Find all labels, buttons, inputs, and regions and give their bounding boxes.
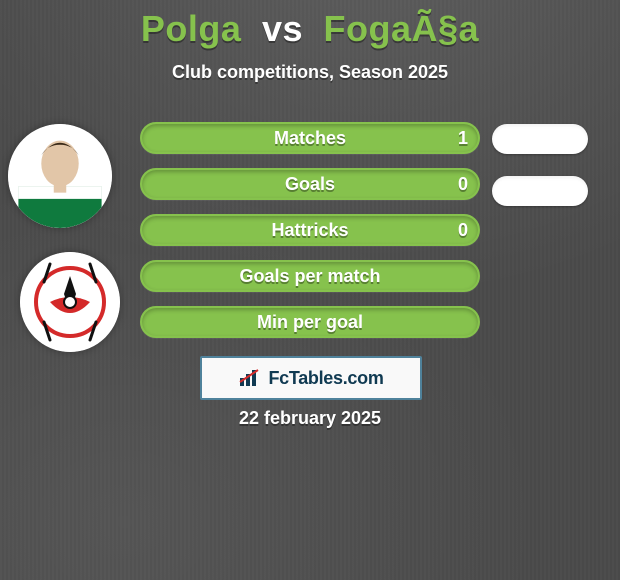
player-avatar bbox=[8, 124, 112, 228]
subtitle: Club competitions, Season 2025 bbox=[0, 62, 620, 83]
title-vs: vs bbox=[262, 8, 303, 49]
stat-rows: Matches1Goals0Hattricks0Goals per matchM… bbox=[140, 122, 480, 352]
right-value-pill bbox=[492, 176, 588, 206]
stat-label: Min per goal bbox=[140, 306, 480, 338]
right-value-pill bbox=[492, 124, 588, 154]
bar-chart-icon bbox=[238, 368, 262, 388]
stat-row: Matches1 bbox=[140, 122, 480, 154]
title-player2: FogaÃ§a bbox=[324, 8, 480, 49]
player-avatar-icon bbox=[8, 124, 112, 228]
brand-box: FcTables.com bbox=[200, 356, 422, 400]
club-badge-icon bbox=[20, 252, 120, 352]
title: Polga vs FogaÃ§a bbox=[0, 0, 620, 50]
stat-value-left: 1 bbox=[458, 122, 468, 154]
stat-row: Hattricks0 bbox=[140, 214, 480, 246]
stat-row: Goals per match bbox=[140, 260, 480, 292]
stat-label: Goals per match bbox=[140, 260, 480, 292]
date: 22 february 2025 bbox=[0, 408, 620, 429]
stat-row: Min per goal bbox=[140, 306, 480, 338]
stat-label: Hattricks bbox=[140, 214, 480, 246]
stat-label: Goals bbox=[140, 168, 480, 200]
club-badge bbox=[20, 252, 120, 352]
stat-value-left: 0 bbox=[458, 214, 468, 246]
brand-text: FcTables.com bbox=[268, 368, 383, 389]
stat-row: Goals0 bbox=[140, 168, 480, 200]
title-player1: Polga bbox=[141, 8, 242, 49]
stat-label: Matches bbox=[140, 122, 480, 154]
stat-value-left: 0 bbox=[458, 168, 468, 200]
